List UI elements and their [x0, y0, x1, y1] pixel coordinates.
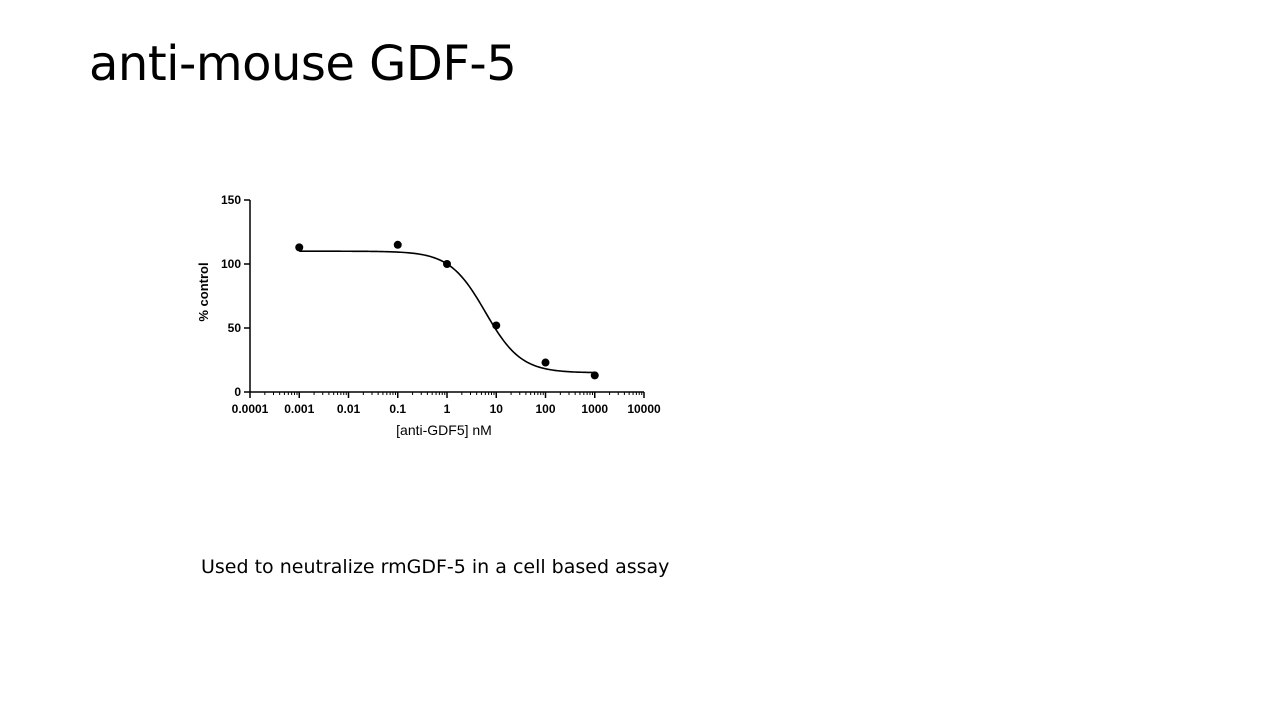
x-tick-label: 0.01: [337, 402, 361, 416]
fit-curve: [299, 250, 595, 374]
x-tick-label: 10000: [627, 402, 661, 416]
dose-response-chart: 0 50 100 150 0.0001 0.001 0.01 0.1 1 10 100 1000 100…: [180, 180, 680, 455]
data-point: [443, 260, 451, 268]
slide-caption: Used to neutralize rmGDF-5 in a cell bas…: [201, 556, 670, 578]
slide-title: anti-mouse GDF-5: [89, 36, 517, 92]
data-point: [393, 240, 402, 249]
chart-svg: 0 50 100 150 0.0001 0.001 0.01 0.1 1 10 100 1000 100…: [196, 193, 661, 438]
data-point: [492, 321, 501, 330]
x-tick-label: 0.0001: [232, 402, 269, 416]
x-tick-label: 100: [535, 402, 555, 416]
x-axis-label: [anti-GDF5] nM: [396, 422, 492, 438]
y-tick-label: 50: [228, 321, 242, 335]
y-tick-label: 0: [234, 385, 241, 399]
y-axis-label: % control: [196, 262, 211, 321]
x-tick-label: 10: [490, 402, 504, 416]
x-tick-label: 1000: [581, 402, 608, 416]
x-tick-label: 1: [444, 402, 451, 416]
y-tick-label: 150: [221, 193, 241, 207]
data-point: [541, 358, 550, 367]
x-tick-label: 0.001: [284, 402, 314, 416]
x-tick-label: 0.1: [389, 402, 406, 416]
y-tick-label: 100: [221, 257, 241, 271]
data-point: [590, 371, 599, 380]
data-point: [295, 243, 304, 252]
